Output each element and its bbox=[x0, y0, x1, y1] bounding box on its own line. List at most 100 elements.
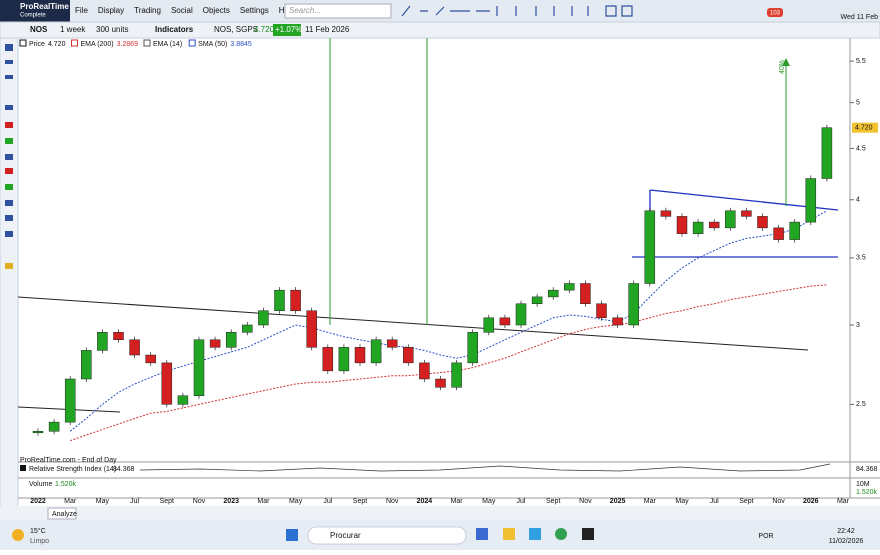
candle bbox=[322, 347, 334, 372]
x-axis: 2022 Mar May Jul Sept Nov 2023 Mar May Jul Sept Nov… bbox=[30, 498, 849, 505]
price-chart: 40% ProRealTime.com - End of Day 2.5 3 3.5… bbox=[17, 38, 880, 499]
tool[interactable] bbox=[5, 184, 13, 190]
source: ProRealTime.com - End of Day bbox=[20, 457, 117, 464]
analyze-button[interactable] bbox=[47, 507, 77, 520]
ticker[interactable]: NOS bbox=[30, 25, 48, 34]
tool[interactable] bbox=[5, 215, 13, 221]
drawing-tools bbox=[401, 5, 633, 17]
menu-item[interactable]: Display bbox=[98, 6, 124, 15]
app-icon[interactable] bbox=[529, 528, 541, 540]
tool[interactable] bbox=[5, 75, 13, 79]
legend-value: 4.720 bbox=[48, 41, 66, 48]
tool[interactable] bbox=[5, 154, 13, 160]
app-icon[interactable] bbox=[555, 528, 567, 540]
candle bbox=[564, 283, 575, 291]
tool[interactable] bbox=[5, 263, 13, 269]
x-tick-label: Jul bbox=[710, 498, 719, 505]
start-button[interactable] bbox=[286, 529, 298, 541]
candle bbox=[403, 347, 414, 364]
legend-name: SMA (50) bbox=[198, 41, 227, 48]
candle bbox=[242, 324, 253, 333]
x-tick-label: 2023 bbox=[223, 498, 239, 505]
candle bbox=[225, 332, 237, 348]
search-box[interactable] bbox=[284, 3, 392, 19]
candle bbox=[467, 332, 478, 364]
tool[interactable] bbox=[5, 231, 13, 237]
legend-swatch bbox=[143, 39, 151, 47]
candle bbox=[209, 339, 221, 348]
badge-count: 103 bbox=[770, 11, 781, 17]
x-tick-label: Mar bbox=[257, 498, 270, 505]
indicators[interactable]: Indicators bbox=[155, 25, 194, 34]
candle bbox=[805, 178, 817, 223]
rsi-label: Relative Strength Index (14) bbox=[29, 466, 116, 473]
candle bbox=[113, 332, 124, 341]
search-placeholder: Search... bbox=[289, 6, 321, 15]
candle bbox=[483, 317, 495, 333]
tool[interactable] bbox=[5, 200, 13, 206]
app-icon[interactable] bbox=[503, 528, 515, 540]
trend-line[interactable] bbox=[17, 296, 809, 351]
left-tools bbox=[5, 44, 13, 269]
x-tick-label: Mar bbox=[64, 498, 77, 505]
x-tick-label: Sept bbox=[160, 498, 174, 505]
x-tick-label: Nov bbox=[772, 498, 785, 505]
tool[interactable] bbox=[5, 60, 13, 64]
taskbar-apps bbox=[476, 528, 594, 540]
candle bbox=[547, 289, 559, 298]
legend-value: 3.8845 bbox=[230, 41, 252, 48]
x-tick-label: Jul bbox=[517, 498, 526, 505]
bottom-toolbar bbox=[0, 506, 880, 520]
y-tick-label: 2.5 bbox=[856, 401, 866, 408]
units[interactable]: 300 units bbox=[96, 25, 128, 34]
x-tick-label: Mar bbox=[451, 498, 464, 505]
menu-item[interactable]: Objects bbox=[203, 6, 230, 15]
legend-swatch bbox=[19, 39, 27, 47]
y-tick-label: 4 bbox=[856, 197, 860, 204]
tool[interactable] bbox=[5, 138, 13, 144]
legend-name: Price bbox=[29, 41, 45, 48]
candle bbox=[64, 378, 76, 423]
instrument-price: 4.720 bbox=[254, 25, 275, 34]
candle bbox=[612, 317, 623, 326]
rsi-icon bbox=[20, 465, 26, 471]
app-icon[interactable] bbox=[582, 528, 594, 540]
candle bbox=[773, 227, 784, 240]
menu-item[interactable]: Settings bbox=[240, 6, 269, 15]
candle bbox=[499, 317, 511, 326]
candle bbox=[725, 210, 736, 229]
y-tick-label: 3 bbox=[856, 322, 860, 329]
ema-200-line bbox=[70, 284, 827, 442]
tool-icons[interactable] bbox=[401, 5, 633, 17]
x-tick-label: Jul bbox=[323, 498, 332, 505]
legend: Price 4.720 EMA (200) 3.2869 EMA (14) SMA (50… bbox=[19, 39, 252, 48]
x-tick-label: Nov bbox=[579, 498, 592, 505]
menu-item[interactable]: File bbox=[75, 6, 88, 15]
tool[interactable] bbox=[5, 44, 13, 51]
x-tick-label: May bbox=[96, 498, 110, 505]
candle bbox=[596, 303, 607, 319]
menu-item[interactable]: Social bbox=[171, 6, 193, 15]
legend-swatch bbox=[70, 39, 78, 47]
toolbar bbox=[0, 21, 880, 39]
tool[interactable] bbox=[5, 105, 13, 110]
analyze[interactable]: Analyze bbox=[52, 511, 77, 518]
taskbar-search-text: Procurar bbox=[330, 531, 361, 540]
app-icon[interactable] bbox=[476, 528, 488, 540]
x-tick-label: Nov bbox=[193, 498, 206, 505]
tool[interactable] bbox=[5, 122, 13, 128]
taskbar-search[interactable] bbox=[307, 526, 467, 545]
candle bbox=[177, 395, 189, 405]
rsi-value: 84.368 bbox=[113, 466, 135, 473]
candle bbox=[789, 221, 800, 240]
candle bbox=[676, 216, 688, 234]
period[interactable]: 1 week bbox=[60, 25, 86, 34]
menu-item[interactable]: Trading bbox=[134, 6, 161, 15]
annotation: 40% bbox=[779, 60, 786, 74]
tool[interactable] bbox=[5, 168, 13, 174]
legend-name: EMA (200) bbox=[80, 41, 113, 48]
legend-swatch bbox=[188, 39, 196, 47]
candle bbox=[386, 339, 398, 348]
volume-value: 1.520k bbox=[55, 481, 77, 488]
